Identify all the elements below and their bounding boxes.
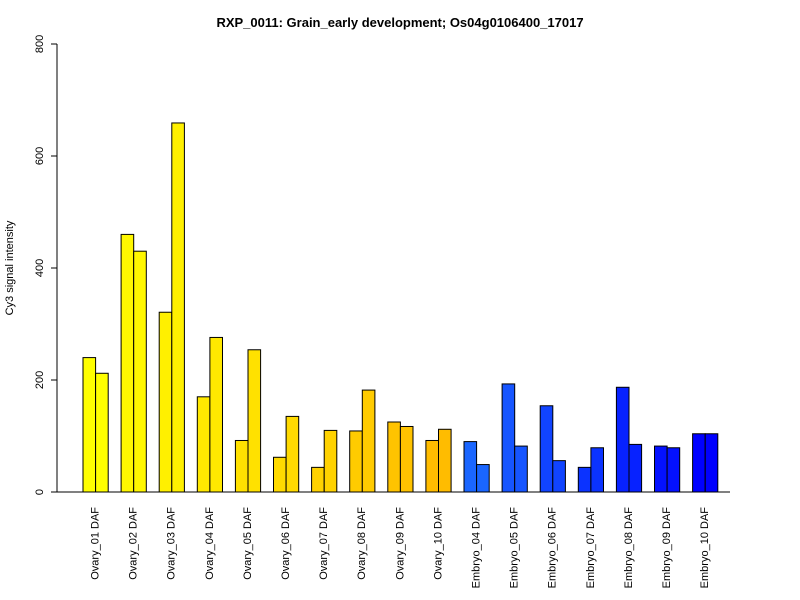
chart-title: RXP_0011: Grain_early development; Os04g… xyxy=(216,15,583,30)
bar xyxy=(514,445,528,493)
x-tick-label: Embryo_08 DAF xyxy=(623,507,635,589)
bar xyxy=(209,336,223,493)
x-tick-label: Ovary_01 DAF xyxy=(90,507,102,580)
x-tick-label: Embryo_04 DAF xyxy=(471,507,483,589)
x-tick-label: Ovary_09 DAF xyxy=(394,507,406,580)
x-tick-label: Ovary_04 DAF xyxy=(204,507,216,580)
y-axis-ticks: 0 200 400 600 800 xyxy=(34,35,57,495)
x-tick-label: Ovary_05 DAF xyxy=(242,507,254,580)
bar xyxy=(387,421,401,493)
bar xyxy=(590,447,605,493)
bar xyxy=(247,349,262,493)
bar xyxy=(425,439,439,493)
bar xyxy=(539,405,554,493)
x-tick-label: Ovary_06 DAF xyxy=(280,507,292,580)
bar xyxy=(577,466,592,493)
y-tick-label: 200 xyxy=(34,371,46,389)
x-tick-label: Ovary_10 DAF xyxy=(432,507,444,580)
bar xyxy=(476,464,490,493)
x-tick-label: Embryo_05 DAF xyxy=(509,507,521,589)
bar xyxy=(171,122,185,493)
y-tick-label: 400 xyxy=(34,259,46,277)
x-tick-label: Embryo_09 DAF xyxy=(661,507,673,589)
y-axis-label: Cy3 signal intensity xyxy=(4,220,16,315)
bar xyxy=(654,445,668,493)
x-tick-label: Embryo_10 DAF xyxy=(699,507,711,589)
bar xyxy=(361,389,376,493)
bar xyxy=(349,430,363,493)
bar xyxy=(704,433,719,493)
bar xyxy=(285,415,300,493)
x-tick-label: Ovary_07 DAF xyxy=(318,507,330,580)
bar xyxy=(399,425,414,493)
bar xyxy=(463,441,478,493)
x-tick-label: Ovary_08 DAF xyxy=(356,507,368,580)
bar xyxy=(133,250,147,493)
bar xyxy=(311,466,325,493)
bar xyxy=(158,311,173,493)
bar xyxy=(196,396,211,493)
bar xyxy=(615,386,630,493)
x-tick-label: Ovary_03 DAF xyxy=(166,507,178,580)
bar xyxy=(552,460,566,493)
bars-group xyxy=(82,122,719,493)
x-axis-tick-labels: Ovary_01 DAF Ovary_02 DAF Ovary_03 DAF Ovar… xyxy=(90,507,712,589)
bar xyxy=(95,372,109,493)
bar xyxy=(501,383,516,493)
bar xyxy=(628,443,643,493)
y-tick-label: 600 xyxy=(34,147,46,165)
y-tick-label: 0 xyxy=(34,489,46,495)
bar xyxy=(692,433,706,493)
bar xyxy=(234,439,249,493)
bar xyxy=(120,233,135,493)
bar xyxy=(273,456,287,493)
bar xyxy=(438,428,452,493)
bar xyxy=(323,429,338,493)
y-tick-label: 800 xyxy=(34,35,46,53)
bar xyxy=(666,447,681,493)
x-tick-label: Ovary_02 DAF xyxy=(128,507,140,580)
x-tick-label: Embryo_07 DAF xyxy=(585,507,597,589)
bar xyxy=(82,357,97,493)
x-tick-label: Embryo_06 DAF xyxy=(547,507,559,589)
